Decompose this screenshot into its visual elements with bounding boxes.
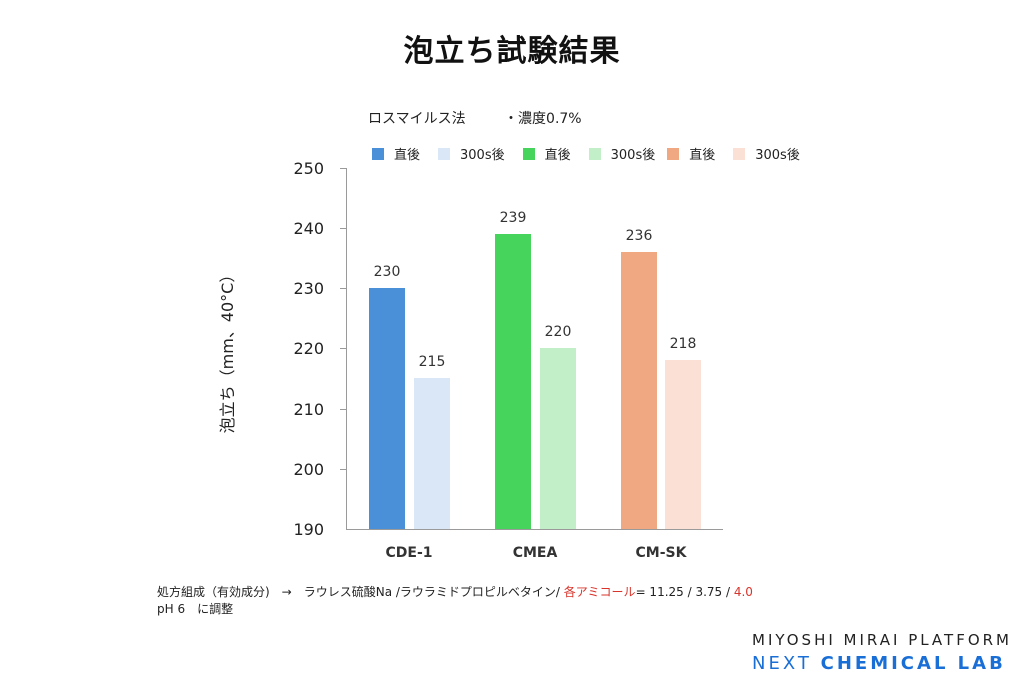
brand-next: NEXT [752, 653, 821, 674]
bar-cmea-300s [540, 348, 576, 529]
y-tick-label: 200 [293, 460, 324, 479]
y-tick [340, 348, 346, 349]
y-tick-label: 250 [293, 159, 324, 178]
bar-cmea-immediate [495, 234, 531, 529]
legend-label: 直後 [394, 148, 421, 163]
bar-cde1-immediate [369, 288, 405, 529]
brand-line2: NEXT CHEMICAL LAB [752, 653, 1012, 674]
y-tick-label: 240 [293, 219, 324, 238]
legend-label: 300s後 [755, 148, 800, 163]
brand-logo: MIYOSHI MIRAI PLATFORM NEXT CHEMICAL LAB [752, 631, 1012, 674]
legend-swatch [588, 147, 601, 160]
brand-line1: MIYOSHI MIRAI PLATFORM [752, 631, 1012, 649]
y-axis [346, 168, 347, 530]
formulation-ratio: = 11.25 / 3.75 / [635, 585, 734, 599]
legend-item: 直後 [667, 144, 715, 163]
bar-cmsk-300s [665, 360, 701, 529]
legend: 直後 300s後 直後 300s後 直後 300s後 [372, 144, 818, 163]
concentration-label: ・濃度0.7% [504, 111, 582, 127]
legend-swatch [667, 147, 680, 160]
legend-label: 直後 [689, 148, 716, 163]
bar-cmsk-immediate [621, 252, 657, 529]
legend-label: 300s後 [610, 148, 656, 163]
bar-value-label: 220 [544, 324, 572, 340]
formulation-prefix: 処方組成（有効成分) → ラウレス硫酸Na /ラウラミドプロピルベタイン/ [157, 585, 564, 599]
y-axis-title: 泡立ち（mm、40°C） [218, 266, 237, 434]
bar-value-label: 236 [625, 228, 653, 244]
formulation-highlight-value: 4.0 [733, 585, 753, 599]
y-tick-label: 220 [293, 339, 324, 358]
bar-value-label: 230 [373, 264, 401, 280]
y-tick [340, 288, 346, 289]
chart-title: 泡立ち試験結果 [403, 34, 621, 69]
y-tick [340, 228, 346, 229]
formulation-highlight: 各アミコール [563, 585, 636, 599]
legend-swatch [438, 147, 451, 160]
x-category-label: CM-SK [635, 545, 687, 561]
legend-swatch [372, 147, 384, 160]
ph-note: pH 6 に調整 [157, 602, 234, 616]
legend-item: 直後 [522, 144, 571, 163]
legend-swatch [522, 147, 535, 160]
legend-swatch [733, 147, 746, 160]
formulation-note: 処方組成（有効成分) → ラウレス硫酸Na /ラウラミドプロピルベタイン/ 各ア… [157, 584, 753, 618]
legend-item: 300s後 [438, 144, 505, 163]
x-category-label: CDE-1 [385, 545, 433, 561]
y-tick [340, 469, 346, 470]
legend-item: 300s後 [588, 144, 656, 163]
bar-value-label: 218 [669, 336, 697, 352]
y-tick-label: 190 [293, 520, 324, 539]
method-label: ロスマイルス法 [368, 111, 466, 127]
bar-cde1-300s [414, 378, 450, 529]
legend-label: 300s後 [460, 148, 505, 163]
legend-item: 300s後 [733, 144, 800, 163]
legend-label: 直後 [544, 148, 571, 163]
brand-chemical-lab: CHEMICAL LAB [820, 653, 1006, 674]
bar-value-label: 239 [499, 210, 527, 226]
x-axis [346, 529, 723, 530]
bar-value-label: 215 [418, 354, 446, 370]
legend-item: 直後 [372, 144, 420, 163]
y-tick-label: 210 [293, 400, 324, 419]
chart-subtitle: ロスマイルス法 ・濃度0.7% [368, 108, 582, 128]
y-tick-label: 230 [293, 279, 324, 298]
x-category-label: CMEA [512, 545, 558, 561]
formulation-line: 処方組成（有効成分) → ラウレス硫酸Na /ラウラミドプロピルベタイン/ 各ア… [157, 584, 753, 601]
y-tick [340, 409, 346, 410]
y-tick [340, 168, 346, 169]
